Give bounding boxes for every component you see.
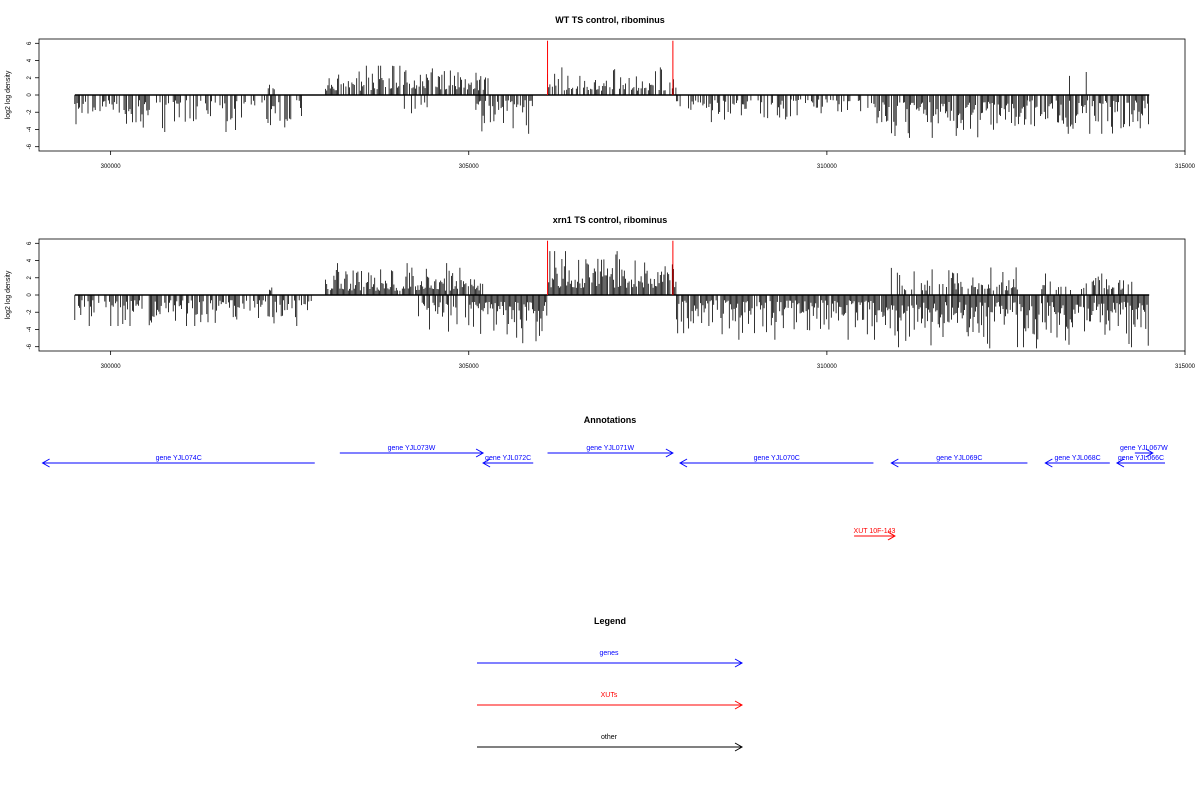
y-tick-label: 6 xyxy=(27,241,33,245)
annotation-label: gene YJL071W xyxy=(586,445,634,452)
annotation-arrow: gene YJL066C xyxy=(1115,455,1165,468)
chart-title: xrn1 TS control, ribominus xyxy=(553,215,668,225)
arrow-head xyxy=(665,448,674,458)
y-tick-label: 2 xyxy=(27,275,33,279)
annotations-title: Annotations xyxy=(584,415,637,425)
coverage-bars xyxy=(74,65,1149,138)
annotation-arrow: gene YJL067W xyxy=(1120,445,1168,458)
x-tick-label: 315000 xyxy=(1175,364,1196,370)
arrow-head xyxy=(887,531,896,541)
annotation-label: gene YJL069C xyxy=(936,455,982,462)
x-tick-label: 310000 xyxy=(817,364,838,370)
arrow-head xyxy=(1145,448,1154,458)
annotation-label: gene YJL067W xyxy=(1120,445,1168,452)
annotation-arrow: XUT 10F-143 xyxy=(854,528,896,541)
annotation-label: gene YJL066C xyxy=(1118,455,1164,462)
legend-label: other xyxy=(601,734,618,741)
annotation-arrow: gene YJL073W xyxy=(339,445,485,458)
x-tick-label: 305000 xyxy=(459,364,480,370)
x-tick-label: 305000 xyxy=(459,164,480,170)
legend-item: genes xyxy=(477,650,744,668)
x-axis: 300000 305000 310000 315000 xyxy=(101,151,1196,170)
arrow-head xyxy=(1115,458,1125,468)
arrow-head xyxy=(679,458,688,468)
legend-item: XUTs xyxy=(477,692,744,710)
y-tick-label: 6 xyxy=(27,41,33,45)
annotation-label: gene YJL074C xyxy=(156,455,202,462)
arrow-head xyxy=(482,458,491,468)
x-axis: 300000 305000 310000 315000 xyxy=(101,351,1196,370)
annotation-arrow: gene YJL068C xyxy=(1044,455,1110,468)
x-tick-label: 300000 xyxy=(101,364,122,370)
annotation-arrow: gene YJL072C xyxy=(482,455,534,468)
y-tick-label: -2 xyxy=(27,309,33,315)
annotation-label: gene YJL068C xyxy=(1054,455,1100,462)
annotation-arrow: gene YJL070C xyxy=(679,455,874,468)
y-axis: 6 4 2 0 -2 -4 -6 xyxy=(27,241,39,349)
annotation-arrow: gene YJL071W xyxy=(547,445,674,458)
annotation-arrow: gene YJL069C xyxy=(890,455,1028,468)
y-axis: 6 4 2 0 -2 -4 -6 xyxy=(27,41,39,149)
legend-item: other xyxy=(477,734,744,752)
legend-label: genes xyxy=(599,650,619,657)
y-tick-label: -4 xyxy=(27,326,33,332)
arrow-head xyxy=(734,700,744,710)
chart-title: WT TS control, ribominus xyxy=(555,15,665,25)
x-tick-label: 315000 xyxy=(1175,164,1196,170)
y-tick-label: -4 xyxy=(27,126,33,132)
annotation-label: gene YJL070C xyxy=(754,455,800,462)
legend-label: XUTs xyxy=(601,692,618,699)
legend-items: genes XUTs other xyxy=(477,650,744,752)
legend-title: Legend xyxy=(594,616,626,626)
coverage-panel-1: WT TS control, ribominus log2 log density… xyxy=(5,15,1196,170)
y-tick-label: 4 xyxy=(27,58,33,62)
y-axis-label: log2 log density xyxy=(5,70,12,119)
y-tick-label: 0 xyxy=(27,93,33,97)
y-axis-label: log2 log density xyxy=(5,270,12,319)
y-tick-label: 4 xyxy=(27,258,33,262)
coverage-bars xyxy=(74,251,1149,349)
arrow-head xyxy=(475,448,485,458)
x-tick-label: 300000 xyxy=(101,164,122,170)
arrow-head xyxy=(734,658,744,668)
arrow-head xyxy=(890,458,899,468)
annotation-arrow: gene YJL074C xyxy=(41,455,315,468)
y-tick-label: 0 xyxy=(27,293,33,297)
legend-panel: Legend genes XUTs other xyxy=(477,616,744,752)
annotation-features: gene YJL074C gene YJL073W gene YJL072C gene… xyxy=(41,445,1168,541)
y-tick-label: -2 xyxy=(27,109,33,115)
x-tick-label: 310000 xyxy=(817,164,838,170)
annotation-label: XUT 10F-143 xyxy=(854,528,896,535)
y-tick-label: -6 xyxy=(27,343,33,349)
arrow-head xyxy=(1044,458,1053,468)
annotation-label: gene YJL072C xyxy=(485,455,531,462)
arrow-head xyxy=(41,458,50,468)
y-tick-label: -6 xyxy=(27,143,33,149)
coverage-panel-2: xrn1 TS control, ribominus log2 log densi… xyxy=(5,215,1196,370)
arrow-head xyxy=(734,742,744,752)
annotation-label: gene YJL073W xyxy=(388,445,436,452)
y-tick-label: 2 xyxy=(27,75,33,79)
